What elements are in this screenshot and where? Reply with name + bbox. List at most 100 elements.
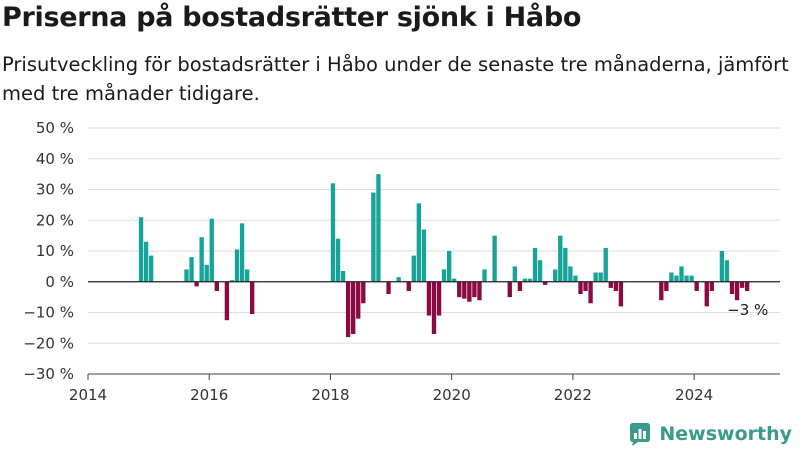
- bar: [411, 255, 416, 282]
- bar: [477, 281, 482, 301]
- bar: [436, 281, 442, 316]
- bar: [426, 281, 432, 316]
- x-tick-label: 2016: [190, 386, 228, 404]
- bar: [244, 269, 250, 282]
- bar: [568, 266, 573, 282]
- bar: [189, 257, 194, 282]
- bar: [719, 251, 725, 282]
- bar: [618, 281, 624, 307]
- bar: [340, 270, 346, 282]
- bar: [416, 203, 422, 282]
- bar: [462, 281, 467, 299]
- bar: [734, 281, 740, 301]
- bar: [492, 235, 497, 282]
- bar: [396, 277, 401, 282]
- bar: [345, 281, 351, 338]
- y-tick-label: 10 %: [36, 242, 74, 260]
- bar: [537, 260, 543, 282]
- bar: [739, 281, 745, 288]
- bar: [452, 278, 457, 282]
- x-tick-label: 2018: [311, 386, 349, 404]
- bar: [234, 249, 240, 282]
- bar: [209, 218, 214, 282]
- bar: [371, 192, 376, 282]
- bar: [679, 266, 684, 282]
- y-tick-label: −10 %: [23, 304, 74, 322]
- bar: [527, 278, 533, 282]
- bar: [507, 281, 512, 298]
- bar: [593, 272, 598, 282]
- bar: [335, 238, 341, 282]
- y-tick-label: −20 %: [23, 334, 74, 352]
- bar: [204, 264, 209, 282]
- bar: [138, 217, 144, 282]
- bar: [583, 281, 588, 291]
- bar: [446, 251, 452, 282]
- bar: [224, 281, 230, 321]
- bar: [588, 281, 593, 304]
- bar: [744, 281, 750, 291]
- bar: [664, 281, 669, 291]
- bar: [563, 247, 568, 282]
- bar: [704, 281, 709, 307]
- bar: [598, 272, 603, 282]
- bar: [386, 281, 391, 295]
- y-tick-label: 30 %: [36, 181, 74, 199]
- bar: [249, 281, 255, 315]
- bar: [729, 281, 735, 295]
- bar: [709, 281, 714, 291]
- bar: [689, 275, 694, 282]
- bar: [613, 281, 619, 291]
- latest-value-label: −3 %: [727, 301, 768, 319]
- bar: [467, 281, 472, 302]
- bar: [351, 281, 356, 335]
- bar: [558, 235, 563, 282]
- bar: [542, 281, 548, 285]
- bar: [684, 275, 689, 282]
- brand-name: Newsworthy: [659, 423, 792, 445]
- bar: [356, 281, 361, 319]
- bar: [517, 281, 523, 291]
- x-tick-label: 2020: [433, 386, 471, 404]
- bar: [694, 281, 699, 291]
- bar: [421, 229, 427, 282]
- bar: [603, 247, 608, 282]
- brand-logo: Newsworthy: [627, 420, 792, 448]
- axis-labels: 50 % 40 % 30 % 20 % 10 % 0 % −10 % −20 % −30 % 20…: [23, 119, 768, 404]
- bar: [361, 281, 366, 304]
- bar: [214, 281, 219, 291]
- bar: [608, 281, 613, 288]
- bar: [674, 275, 679, 282]
- x-tick-label: 2024: [675, 386, 713, 404]
- bar: [431, 281, 437, 335]
- bar: [578, 281, 583, 295]
- bar: [239, 223, 245, 282]
- bar: [512, 266, 517, 282]
- x-tick-label: 2022: [554, 386, 592, 404]
- y-tick-label: 50 %: [36, 119, 74, 137]
- bar: [441, 269, 447, 282]
- bar: [406, 281, 411, 291]
- bar: [669, 272, 674, 282]
- bar: [194, 281, 199, 287]
- bar: [457, 281, 462, 298]
- bar: [184, 269, 189, 282]
- bar: [532, 247, 538, 282]
- bar: [330, 183, 336, 282]
- bar: [229, 280, 235, 282]
- bars: [138, 174, 750, 338]
- bar: [199, 237, 204, 282]
- y-tick-label: 20 %: [36, 211, 74, 229]
- bar: [724, 260, 730, 282]
- bar: [482, 269, 487, 282]
- bar: [376, 174, 381, 282]
- axes: [87, 281, 780, 380]
- bar: [472, 281, 477, 298]
- grid-lines: [88, 127, 780, 375]
- bar: [143, 241, 149, 282]
- chart-title: Priserna på bostadsrätter sjönk i Håbo: [2, 2, 582, 33]
- y-tick-label: 0 %: [45, 273, 74, 291]
- bar: [659, 281, 664, 301]
- y-tick-label: 40 %: [36, 150, 74, 168]
